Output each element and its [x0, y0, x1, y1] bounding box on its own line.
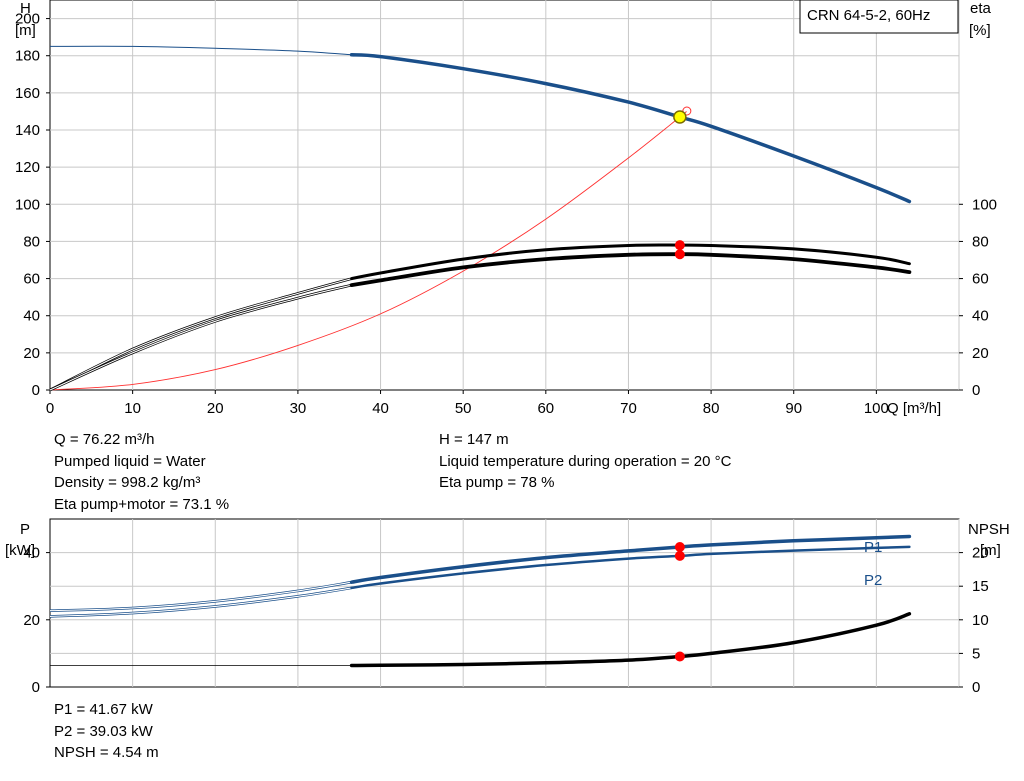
eta-tick-label: 20 [972, 345, 989, 362]
p-tick-label: 0 [32, 679, 40, 696]
x-tick-label: 30 [290, 400, 307, 417]
head-curve [349, 53, 912, 204]
lower-ticks: 0 20 40 0 5 10 15 20 [23, 545, 988, 696]
npsh-duty-point [674, 651, 685, 662]
eta-tick-label: 40 [972, 308, 989, 325]
upper-y-left-label: H [20, 0, 31, 17]
x-tick-label: 60 [537, 400, 554, 417]
lower-y-right-label: NPSH [968, 521, 1010, 538]
npsh-tick-label: 0 [972, 679, 980, 696]
info-top-left: Q = 76.22 m³/h Pumped liquid = Water Den… [54, 429, 229, 515]
info-liquid: Pumped liquid = Water [54, 452, 206, 470]
info-bottom: P1 = 41.67 kW P2 = 39.03 kW NPSH = 4.54 … [54, 699, 159, 764]
p2-curve [350, 545, 911, 590]
upper-y-right-label: eta [970, 0, 992, 17]
npsh-tick-label: 10 [972, 612, 989, 629]
p2-duty-point [674, 550, 685, 561]
eta-pump-curve-extended-inner [49, 278, 352, 391]
h-tick-label: 20 [23, 345, 40, 362]
p1-curve [349, 534, 912, 584]
model-label: CRN 64-5-2, 60Hz [807, 7, 930, 24]
info-p1: P1 = 41.67 kW [54, 701, 153, 718]
info-head: H = 147 m [439, 431, 509, 448]
h-tick-label: 160 [15, 85, 40, 102]
npsh-tick-label: 15 [972, 578, 989, 595]
h-tick-label: 120 [15, 159, 40, 176]
head-duty-point [673, 110, 687, 124]
h-tick-label: 140 [15, 122, 40, 139]
info-flow: Q = 76.22 m³/h [54, 431, 155, 448]
system-curve [49, 111, 687, 391]
h-tick-label: 40 [23, 308, 40, 325]
h-tick-label: 80 [23, 233, 40, 250]
p1-duty-point [674, 541, 685, 552]
upper-points [673, 106, 692, 260]
p-tick-label: 40 [23, 545, 40, 562]
x-tick-label: 100 [864, 400, 889, 417]
upper-y-left-unit: [m] [15, 22, 36, 39]
eta-tick-label: 0 [972, 382, 980, 399]
eta-total-duty-point [674, 249, 685, 260]
x-tick-label: 70 [620, 400, 637, 417]
lower-curves [49, 534, 912, 668]
npsh-tick-label: 5 [972, 645, 980, 662]
info-top-right: H = 147 m Liquid temperature during oper… [439, 429, 731, 494]
h-tick-label: 0 [32, 382, 40, 399]
upper-ticks: 0 10 20 30 40 50 60 70 80 90 100 0 20 40 60 80 100 120 140… [15, 11, 997, 417]
upper-plot: 0 10 20 30 40 50 60 70 80 90 100 0 20 40 60 80 100 120 140… [15, 0, 997, 417]
lower-y-right-unit: [m] [980, 542, 1001, 559]
upper-curves [49, 45, 912, 392]
eta-pump-duty-point [674, 240, 685, 251]
x-tick-label: 10 [124, 400, 141, 417]
eta-total-curve [349, 252, 912, 287]
x-tick-label: 0 [46, 400, 54, 417]
p1-series-label: P1 [864, 539, 882, 556]
info-temperature: Liquid temperature during operation = 20… [439, 452, 732, 470]
x-tick-label: 80 [703, 400, 720, 417]
info-eta-pump: Eta pump = 78 % [439, 474, 555, 491]
x-tick-label: 50 [455, 400, 472, 417]
p2-series-label: P2 [864, 572, 882, 589]
lower-grid [50, 519, 960, 687]
p1-curve-extended-inner [49, 581, 352, 612]
eta-pump-curve [350, 243, 911, 281]
info-npsh: NPSH = 4.54 m [54, 744, 159, 761]
head-curve-extended [49, 45, 352, 56]
info-p2: P2 = 39.03 kW [54, 722, 153, 740]
model-label-box: CRN 64-5-2, 60Hz [799, 0, 959, 34]
x-tick-label: 90 [785, 400, 802, 417]
h-tick-label: 100 [15, 196, 40, 213]
info-eta-total: Eta pump+motor = 73.1 % [54, 495, 230, 513]
lower-plot: 0 20 40 0 5 10 15 20 [23, 518, 989, 696]
p2-curve-extended-inner [49, 587, 352, 617]
p-tick-label: 20 [23, 612, 40, 629]
eta-tick-label: 60 [972, 271, 989, 288]
npsh-curve [349, 612, 912, 668]
eta-total-curve-extended-inner [49, 284, 352, 391]
eta-tick-label: 100 [972, 196, 997, 213]
h-tick-label: 200 [15, 11, 40, 28]
x-axis-label: Q [m³/h] [887, 400, 941, 417]
h-tick-label: 180 [15, 48, 40, 65]
x-tick-label: 40 [372, 400, 389, 417]
upper-grid [50, 0, 960, 390]
lower-points [674, 541, 685, 662]
lower-y-left-unit: [kW] [5, 542, 35, 559]
x-tick-label: 20 [207, 400, 224, 417]
info-density: Density = 998.2 kg/m³ [54, 474, 201, 491]
upper-y-right-unit: [%] [969, 22, 991, 39]
h-tick-label: 60 [23, 271, 40, 288]
npsh-tick-label: 20 [972, 545, 989, 562]
eta-tick-label: 80 [972, 233, 989, 250]
lower-y-left-label: P [20, 521, 30, 538]
